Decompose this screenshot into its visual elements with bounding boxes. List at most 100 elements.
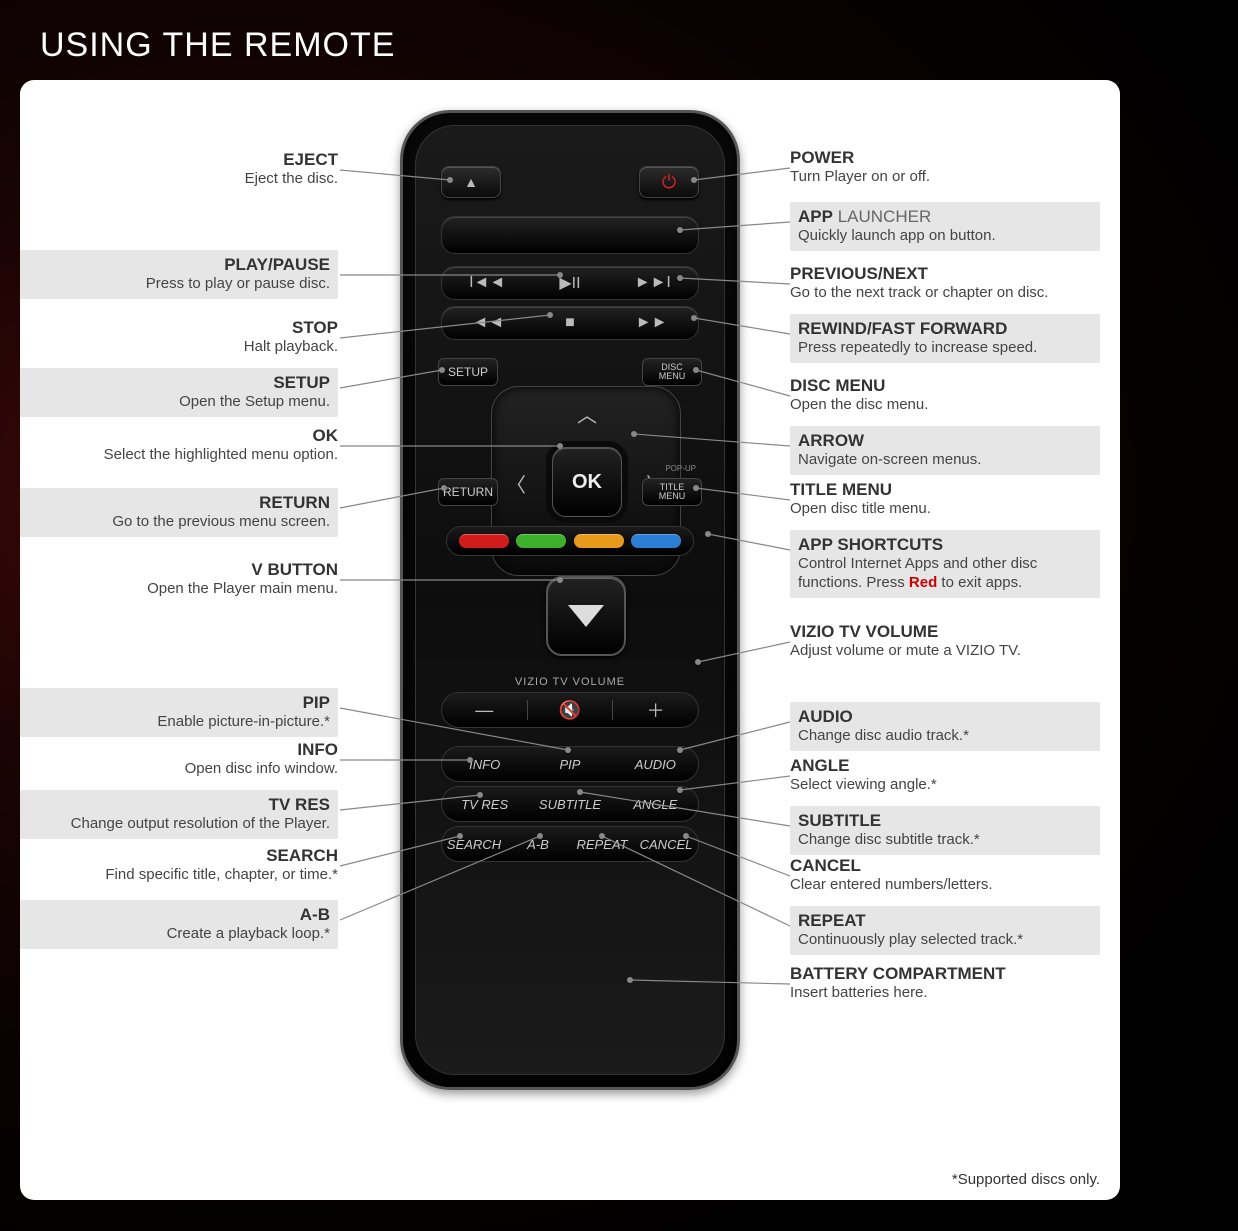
prev-icon[interactable]: I◄◄ <box>469 274 505 292</box>
callout-prevnext: PREVIOUS/NEXTGo to the next track or cha… <box>790 264 1100 303</box>
shortcut-green-button[interactable] <box>516 534 566 548</box>
volume-down-button[interactable]: — <box>442 700 526 721</box>
callout-audio: AUDIOChange disc audio track.* <box>790 702 1100 751</box>
arrow-left-button[interactable]: 〈 <box>506 469 526 498</box>
callout-search: SEARCHFind specific title, chapter, or t… <box>20 846 338 885</box>
callout-desc: Go to the previous menu screen. <box>28 513 330 532</box>
callout-repeat: REPEATContinuously play selected track.* <box>790 906 1100 955</box>
callout-info: INFOOpen disc info window. <box>20 740 338 779</box>
content-card: ▲ ⏻ I◄◄ ▶II ►►I ◄◄ ■ ►► <box>20 80 1120 1200</box>
power-icon: ⏻ <box>662 172 676 193</box>
callout-title: CANCEL <box>790 856 1100 876</box>
tvres-button[interactable]: TV RES <box>442 797 526 812</box>
v-button[interactable] <box>546 576 626 656</box>
callout-desc: Press to play or pause disc. <box>28 275 330 294</box>
callout-desc: Open the Setup menu. <box>28 393 330 412</box>
callout-title: REWIND/FAST FORWARD <box>798 319 1092 339</box>
callout-cancel: CANCELClear entered numbers/letters. <box>790 856 1100 895</box>
callout-pip: PIPEnable picture-in-picture.* <box>20 688 338 737</box>
callout-applauncher: APP LAUNCHERQuickly launch app on button… <box>790 202 1100 251</box>
callout-title: SEARCH <box>20 846 338 866</box>
row-tvres-sub-angle: TV RES SUBTITLE ANGLE <box>441 786 699 822</box>
arrow-up-button[interactable]: ︿ <box>577 399 597 428</box>
v-icon <box>568 605 604 627</box>
repeat-button[interactable]: REPEAT <box>570 837 634 852</box>
callout-battery: BATTERY COMPARTMENTInsert batteries here… <box>790 964 1100 1003</box>
callout-title: TV RES <box>28 795 330 815</box>
callout-desc: Continuously play selected track.* <box>798 931 1092 950</box>
vizio-volume-label: VIZIO TV VOLUME <box>416 676 724 688</box>
callout-title: V BUTTON <box>20 560 338 580</box>
callout-title: APP SHORTCUTS <box>798 535 1092 555</box>
power-button[interactable]: ⏻ <box>639 166 699 198</box>
setup-button[interactable]: SETUP <box>438 358 498 386</box>
callout-title: DISC MENU <box>790 376 1100 396</box>
callout-title: INFO <box>20 740 338 760</box>
eject-button[interactable]: ▲ <box>441 166 501 198</box>
return-label: RETURN <box>443 485 493 499</box>
remote-body: ▲ ⏻ I◄◄ ▶II ►►I ◄◄ ■ ►► <box>400 110 740 1090</box>
cancel-button[interactable]: CANCEL <box>634 837 698 852</box>
info-button[interactable]: INFO <box>442 757 526 772</box>
callout-title: SUBTITLE <box>798 811 1092 831</box>
callout-titlemenu: TITLE MENUOpen disc title menu. <box>790 480 1100 519</box>
callout-desc: Eject the disc. <box>20 170 338 189</box>
callout-title: APP LAUNCHER <box>798 207 1092 227</box>
callout-vbutton: V BUTTONOpen the Player main menu. <box>20 560 338 599</box>
play-pause-icon[interactable]: ▶II <box>559 273 580 293</box>
callout-tvres: TV RESChange output resolution of the Pl… <box>20 790 338 839</box>
callout-eject: EJECTEject the disc. <box>20 150 338 189</box>
shortcut-blue-button[interactable] <box>631 534 681 548</box>
callout-desc: Open disc info window. <box>20 760 338 779</box>
pip-button[interactable]: PIP <box>528 757 612 772</box>
ok-label: OK <box>572 471 602 494</box>
volume-up-button[interactable]: ＋ <box>613 697 697 723</box>
callout-desc: Halt playback. <box>20 338 338 357</box>
callout-desc: Clear entered numbers/letters. <box>790 876 1100 895</box>
shortcut-red-button[interactable] <box>459 534 509 548</box>
subtitle-button[interactable]: SUBTITLE <box>528 797 612 812</box>
title-menu-button[interactable]: TITLEMENU <box>642 478 702 506</box>
callout-angle: ANGLESelect viewing angle.* <box>790 756 1100 795</box>
callout-desc: Turn Player on or off. <box>790 168 1100 187</box>
app-launcher-button[interactable] <box>441 216 699 254</box>
callout-desc: Go to the next track or chapter on disc. <box>790 284 1100 303</box>
page-title: USING THE REMOTE <box>40 26 395 65</box>
disc-menu-button[interactable]: DISCMENU <box>642 358 702 386</box>
callout-desc: Select viewing angle.* <box>790 776 1100 795</box>
shortcut-orange-button[interactable] <box>574 534 624 548</box>
callout-title: AUDIO <box>798 707 1092 727</box>
remote-inner: ▲ ⏻ I◄◄ ▶II ►►I ◄◄ ■ ►► <box>415 125 725 1075</box>
angle-button[interactable]: ANGLE <box>613 797 697 812</box>
callout-desc: Open disc title menu. <box>790 500 1100 519</box>
callout-title: A-B <box>28 905 330 925</box>
audio-button[interactable]: AUDIO <box>613 757 697 772</box>
eject-icon: ▲ <box>464 174 478 190</box>
callout-title: PLAY/PAUSE <box>28 255 330 275</box>
callout-viziovol: VIZIO TV VOLUMEAdjust volume or mute a V… <box>790 622 1100 661</box>
transport-row-1: I◄◄ ▶II ►►I <box>441 266 699 300</box>
callout-desc: Adjust volume or mute a VIZIO TV. <box>790 642 1100 661</box>
callout-ok: OKSelect the highlighted menu option. <box>20 426 338 465</box>
mute-button[interactable]: 🔇 <box>528 700 612 721</box>
callout-title: PIP <box>28 693 330 713</box>
ab-button[interactable]: A-B <box>506 837 570 852</box>
callout-title: SETUP <box>28 373 330 393</box>
callout-title: ARROW <box>798 431 1092 451</box>
callout-title: RETURN <box>28 493 330 513</box>
callout-return: RETURNGo to the previous menu screen. <box>20 488 338 537</box>
callout-power: POWERTurn Player on or off. <box>790 148 1100 187</box>
search-button[interactable]: SEARCH <box>442 837 506 852</box>
callout-desc: Enable picture-in-picture.* <box>28 713 330 732</box>
stop-icon[interactable]: ■ <box>565 314 575 332</box>
footnote: *Supported discs only. <box>952 1171 1100 1188</box>
return-button[interactable]: RETURN <box>438 478 498 506</box>
rewind-icon[interactable]: ◄◄ <box>472 314 504 332</box>
next-icon[interactable]: ►►I <box>635 274 671 292</box>
callout-desc: Press repeatedly to increase speed. <box>798 339 1092 358</box>
app-shortcuts-bar <box>446 526 694 556</box>
callout-desc: Quickly launch app on button. <box>798 227 1092 246</box>
ffwd-icon[interactable]: ►► <box>636 314 668 332</box>
callout-desc: Open the disc menu. <box>790 396 1100 415</box>
ok-button[interactable]: OK <box>552 447 622 517</box>
